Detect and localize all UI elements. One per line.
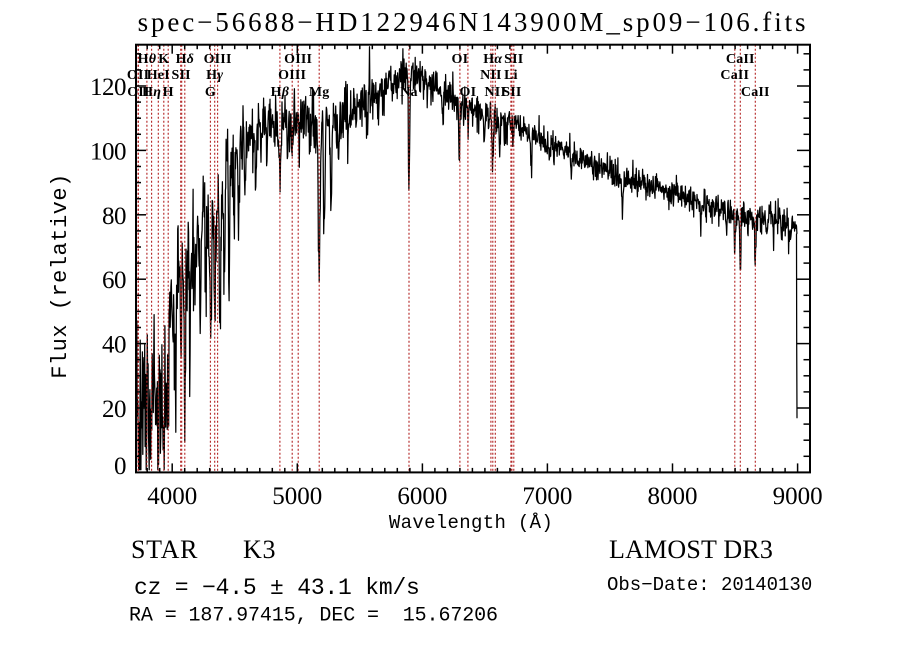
svg-text:CaII: CaII — [726, 52, 755, 67]
svg-text:SII: SII — [172, 68, 191, 83]
svg-text:OI: OI — [460, 85, 477, 100]
svg-text:H: H — [163, 85, 174, 100]
svg-text:8000: 8000 — [648, 483, 698, 510]
svg-text:OI: OI — [452, 52, 469, 67]
svg-text:SII: SII — [502, 85, 521, 100]
svg-text:9000: 9000 — [773, 483, 823, 510]
svg-text:Li: Li — [504, 68, 518, 83]
svg-text:NII: NII — [480, 68, 502, 83]
svg-text:Mg: Mg — [309, 85, 330, 100]
svg-text:OII: OII — [127, 85, 149, 100]
svg-text:Obs−Date: 20140130: Obs−Date: 20140130 — [607, 574, 812, 596]
svg-text:Wavelength (Å): Wavelength (Å) — [389, 512, 553, 534]
svg-text:40: 40 — [102, 332, 126, 359]
svg-text:NII: NII — [484, 85, 506, 100]
svg-text:60: 60 — [102, 267, 126, 294]
svg-text:cz = −4.5 ± 43.1 km/s: cz = −4.5 ± 43.1 km/s — [134, 575, 420, 601]
svg-text:120: 120 — [90, 74, 126, 101]
svg-text:LAMOST DR3: LAMOST DR3 — [609, 535, 773, 564]
svg-text:Hβ: Hβ — [271, 85, 290, 100]
svg-text:Hθ: Hθ — [138, 52, 157, 67]
svg-text:0: 0 — [114, 453, 126, 480]
svg-text:K3: K3 — [243, 535, 276, 564]
svg-text:4000: 4000 — [147, 483, 197, 510]
svg-text:RA = 187.97415, DEC = 15.6720: RA = 187.97415, DEC = 15.67206 — [129, 605, 498, 628]
svg-text:5000: 5000 — [272, 483, 322, 510]
svg-text:SII: SII — [504, 52, 523, 67]
svg-text:80: 80 — [102, 203, 126, 230]
svg-text:G: G — [205, 85, 216, 100]
svg-text:100: 100 — [90, 138, 126, 165]
svg-text:CaII: CaII — [720, 68, 749, 83]
svg-text:6000: 6000 — [397, 483, 447, 510]
svg-text:OIII: OIII — [284, 52, 312, 67]
svg-text:HeI: HeI — [147, 68, 170, 83]
svg-text:K: K — [158, 52, 169, 67]
svg-text:20: 20 — [102, 396, 126, 423]
svg-text:Hγ: Hγ — [206, 68, 223, 83]
svg-text:OII: OII — [127, 68, 149, 83]
svg-text:Na: Na — [400, 85, 418, 100]
svg-text:Flux (relative): Flux (relative) — [48, 173, 73, 379]
svg-text:OIII: OIII — [204, 52, 232, 67]
svg-text:CaII: CaII — [741, 85, 770, 100]
svg-text:STAR: STAR — [131, 535, 198, 564]
svg-text:Hα: Hα — [483, 52, 502, 67]
svg-text:OIII: OIII — [278, 68, 306, 83]
svg-text:Hη: Hη — [142, 85, 161, 100]
svg-text:Hδ: Hδ — [176, 52, 194, 67]
svg-text:spec−56688−HD122946N143900M_sp: spec−56688−HD122946N143900M_sp09−106.fit… — [138, 7, 809, 37]
svg-text:7000: 7000 — [522, 483, 572, 510]
